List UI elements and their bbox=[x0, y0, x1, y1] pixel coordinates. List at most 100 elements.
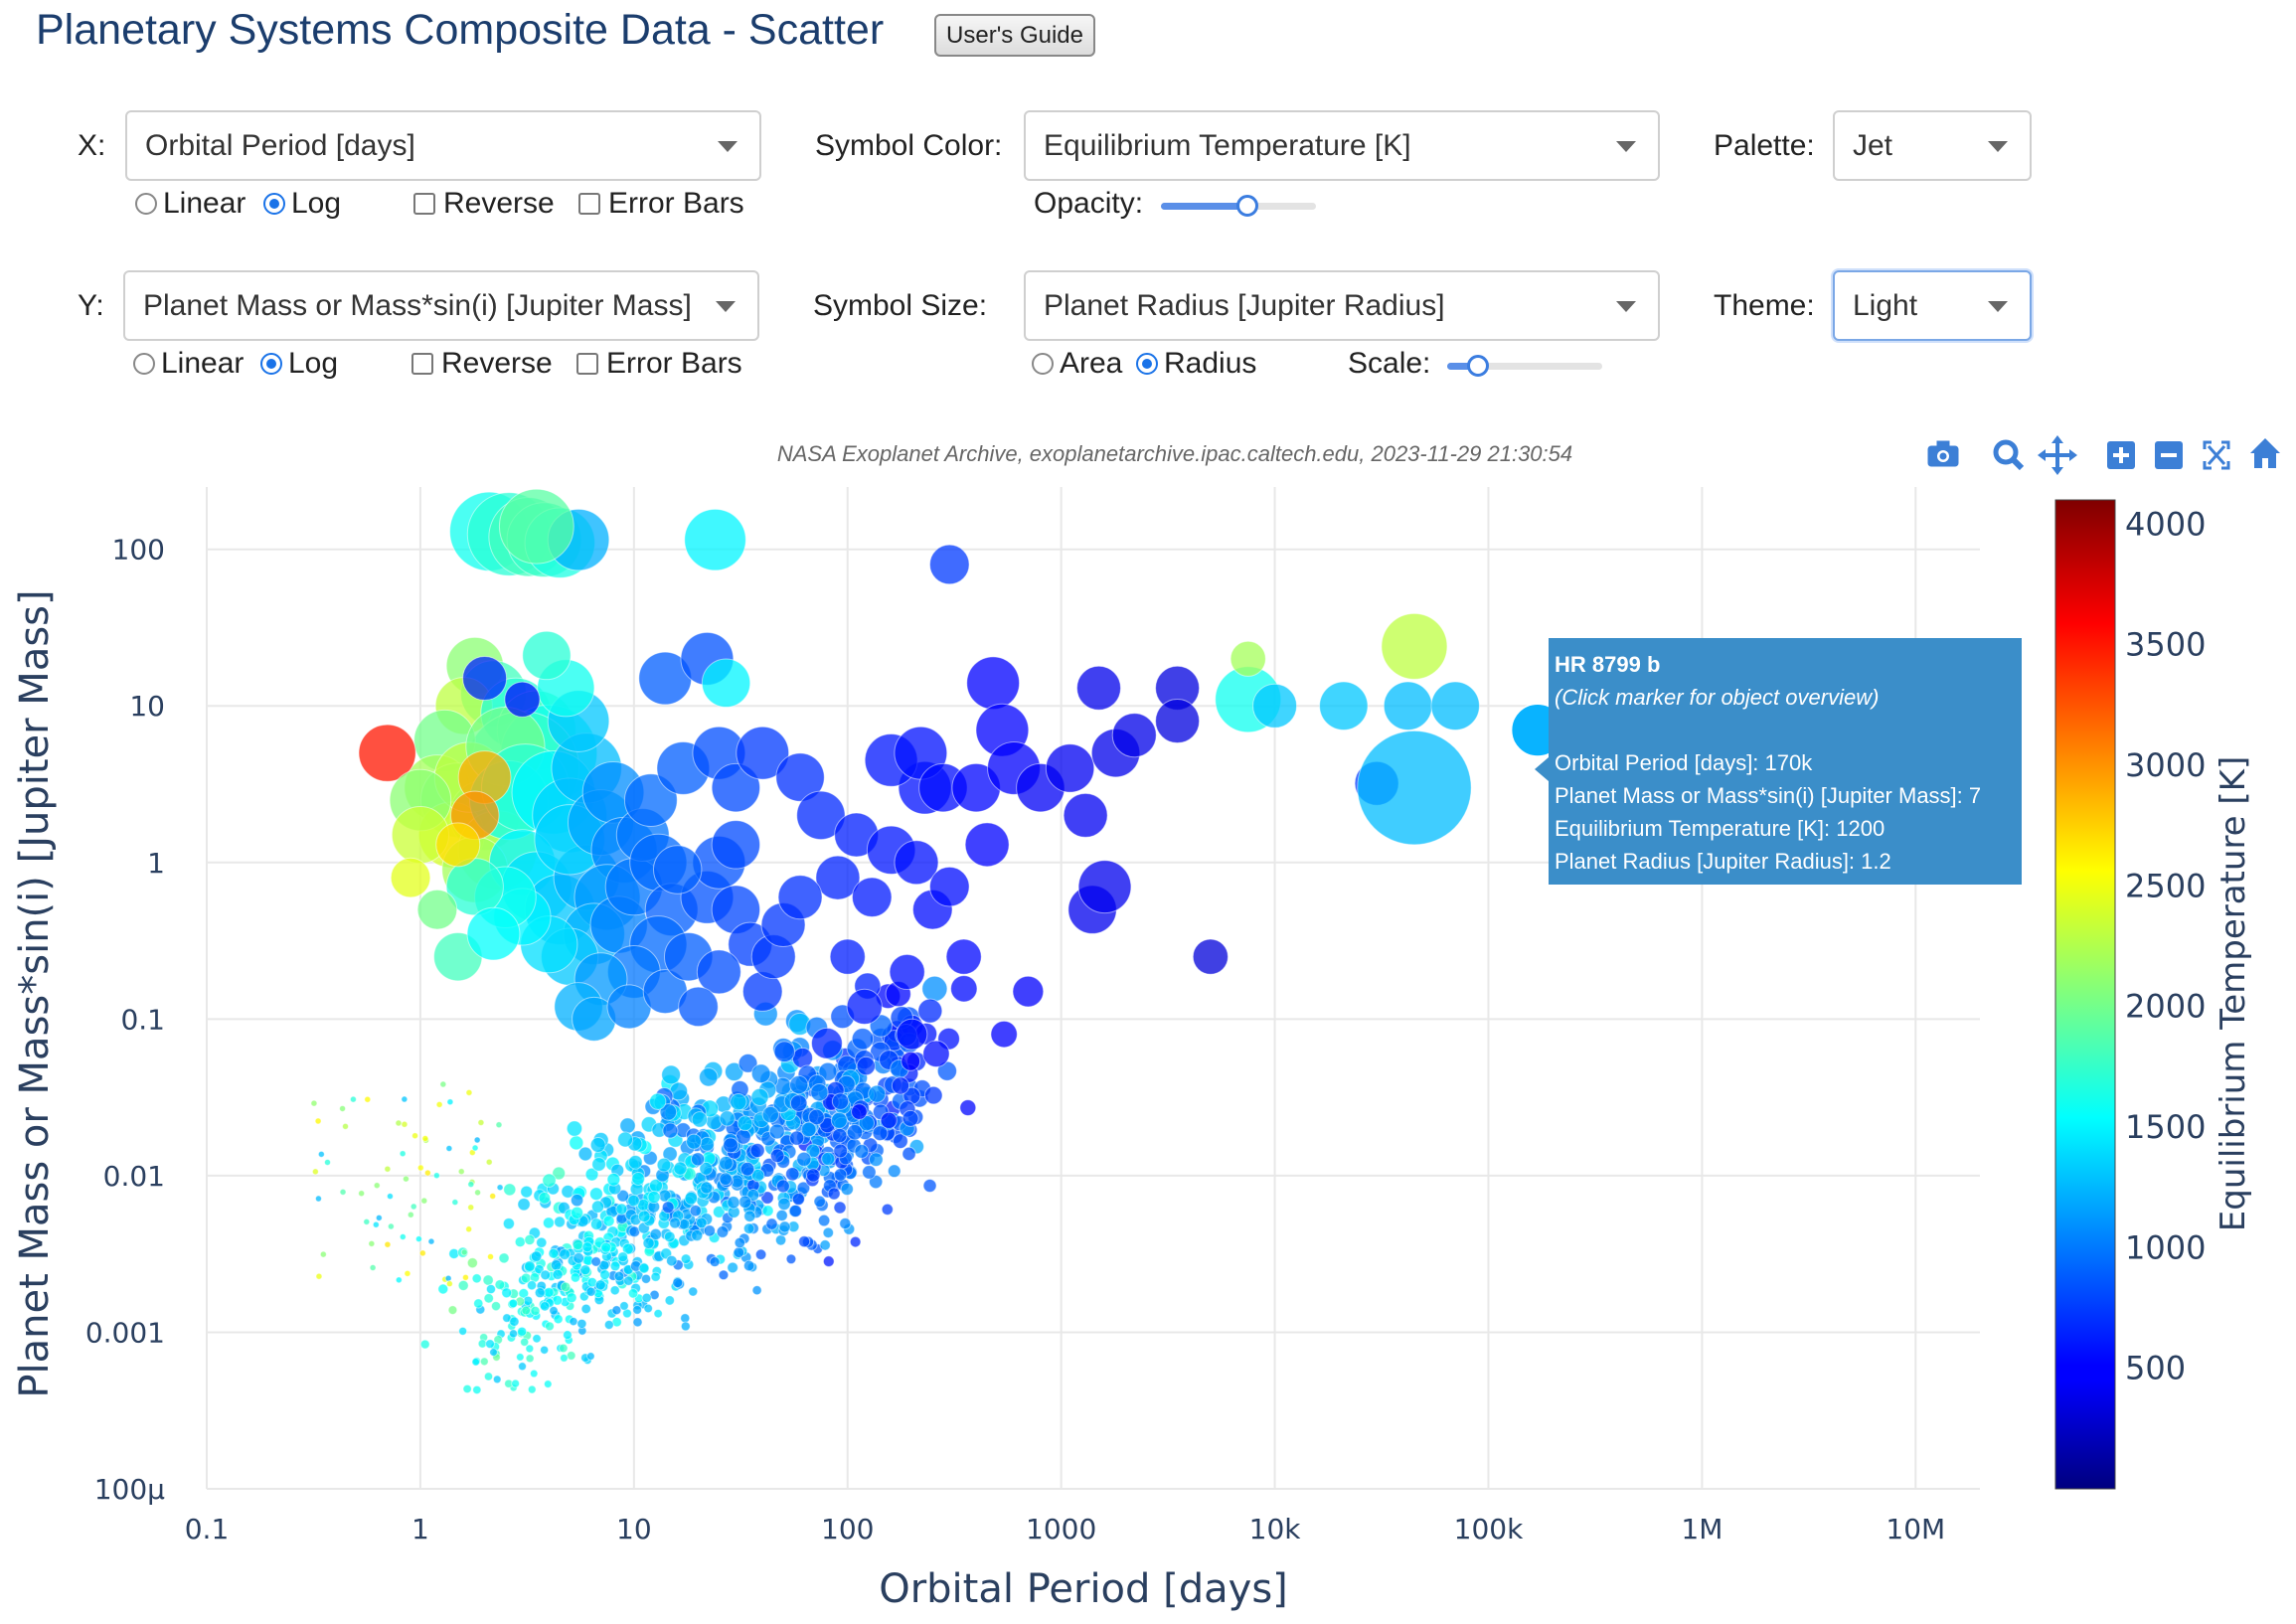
data-point[interactable] bbox=[656, 1157, 672, 1173]
data-point[interactable] bbox=[833, 1168, 848, 1182]
data-point[interactable] bbox=[789, 1094, 808, 1112]
data-point[interactable] bbox=[613, 1270, 625, 1282]
data-point[interactable] bbox=[539, 1301, 551, 1312]
data-point[interactable] bbox=[765, 1218, 778, 1230]
data-point[interactable] bbox=[339, 1188, 347, 1196]
data-point[interactable] bbox=[489, 1193, 497, 1201]
data-point[interactable] bbox=[808, 1108, 825, 1126]
data-point[interactable] bbox=[950, 975, 978, 1003]
data-point[interactable] bbox=[738, 1054, 758, 1073]
opacity-slider[interactable] bbox=[1161, 195, 1316, 217]
data-point[interactable] bbox=[603, 1319, 614, 1330]
data-point[interactable] bbox=[423, 1169, 431, 1177]
data-point[interactable] bbox=[474, 1189, 482, 1197]
data-point[interactable] bbox=[669, 1217, 682, 1229]
reset-home-icon[interactable] bbox=[2250, 438, 2280, 468]
data-point[interactable] bbox=[664, 1295, 675, 1306]
data-point[interactable] bbox=[891, 1076, 910, 1095]
data-point[interactable] bbox=[543, 1286, 555, 1298]
data-point[interactable] bbox=[833, 1201, 847, 1215]
data-point[interactable] bbox=[750, 1168, 765, 1183]
data-point[interactable] bbox=[530, 1250, 543, 1262]
data-point[interactable] bbox=[846, 1124, 864, 1141]
data-point[interactable] bbox=[846, 988, 883, 1025]
data-point[interactable] bbox=[959, 1099, 977, 1116]
data-point[interactable] bbox=[517, 1198, 531, 1212]
y-linear-option[interactable]: Linear bbox=[133, 347, 244, 381]
data-point[interactable] bbox=[609, 1285, 620, 1296]
data-point[interactable] bbox=[368, 1239, 376, 1247]
data-point[interactable] bbox=[785, 1253, 797, 1265]
data-point[interactable] bbox=[922, 1179, 937, 1194]
data-point[interactable] bbox=[627, 1288, 639, 1299]
data-point[interactable] bbox=[673, 1161, 688, 1176]
data-point[interactable] bbox=[623, 1275, 634, 1286]
data-point[interactable] bbox=[589, 1137, 606, 1153]
data-point[interactable] bbox=[719, 1172, 733, 1186]
data-point[interactable] bbox=[832, 1127, 848, 1144]
data-point[interactable] bbox=[432, 1172, 440, 1180]
data-point[interactable] bbox=[563, 1330, 573, 1341]
data-point[interactable] bbox=[796, 1151, 812, 1167]
data-point[interactable] bbox=[411, 1132, 419, 1140]
data-point[interactable] bbox=[461, 1273, 469, 1281]
data-point[interactable] bbox=[773, 1041, 796, 1063]
data-point[interactable] bbox=[619, 1117, 636, 1134]
data-point[interactable] bbox=[606, 1172, 621, 1187]
data-point[interactable] bbox=[749, 1142, 765, 1159]
size-radius-option[interactable]: Radius bbox=[1136, 347, 1256, 381]
data-point[interactable] bbox=[737, 1115, 753, 1132]
data-point[interactable] bbox=[621, 1242, 634, 1255]
data-point[interactable] bbox=[543, 1380, 553, 1388]
data-point[interactable] bbox=[810, 1082, 829, 1102]
data-point[interactable] bbox=[659, 1103, 678, 1121]
zoom-out-icon[interactable] bbox=[2155, 441, 2183, 469]
data-point[interactable] bbox=[419, 1339, 430, 1350]
data-point[interactable] bbox=[573, 1252, 584, 1264]
data-point[interactable] bbox=[518, 1362, 527, 1372]
data-point[interactable] bbox=[514, 1236, 526, 1248]
data-point[interactable] bbox=[617, 1131, 634, 1148]
data-point[interactable] bbox=[709, 1256, 721, 1268]
data-point[interactable] bbox=[511, 1379, 521, 1388]
data-point[interactable] bbox=[750, 1063, 771, 1084]
data-point[interactable] bbox=[364, 1095, 372, 1103]
data-point[interactable] bbox=[881, 1203, 894, 1216]
data-point[interactable] bbox=[896, 1018, 928, 1051]
data-point[interactable] bbox=[473, 1298, 484, 1309]
x-log-option[interactable]: Log bbox=[263, 187, 341, 221]
data-point[interactable] bbox=[638, 1262, 650, 1274]
data-point[interactable] bbox=[696, 949, 741, 995]
data-point[interactable] bbox=[580, 1303, 591, 1315]
data-point[interactable] bbox=[435, 822, 481, 868]
data-point[interactable] bbox=[789, 1074, 809, 1095]
data-point[interactable] bbox=[742, 1222, 755, 1234]
zoom-icon[interactable] bbox=[1993, 439, 2025, 471]
data-point[interactable] bbox=[524, 1260, 536, 1272]
data-point[interactable] bbox=[599, 1269, 610, 1280]
data-point[interactable] bbox=[684, 508, 746, 571]
data-point[interactable] bbox=[483, 1293, 494, 1304]
data-point[interactable] bbox=[485, 1284, 497, 1295]
data-point[interactable] bbox=[589, 1218, 603, 1230]
data-point[interactable] bbox=[727, 1196, 740, 1210]
data-point[interactable] bbox=[650, 1271, 661, 1282]
data-point[interactable] bbox=[1383, 681, 1433, 731]
data-point[interactable] bbox=[928, 544, 970, 585]
data-point[interactable] bbox=[534, 1287, 546, 1299]
data-point[interactable] bbox=[727, 1261, 738, 1274]
x-error-bars-option[interactable]: Error Bars bbox=[578, 187, 744, 221]
y-reverse-option[interactable]: Reverse bbox=[411, 347, 553, 381]
data-point[interactable] bbox=[699, 1067, 719, 1087]
data-point[interactable] bbox=[1381, 612, 1448, 680]
data-point[interactable] bbox=[483, 1372, 494, 1381]
data-point[interactable] bbox=[691, 1111, 709, 1128]
data-point[interactable] bbox=[358, 724, 416, 782]
data-point[interactable] bbox=[402, 1175, 410, 1183]
y-axis-select[interactable]: Planet Mass or Mass*sin(i) [Jupiter Mass… bbox=[123, 270, 759, 341]
data-point[interactable] bbox=[479, 1357, 489, 1367]
data-point[interactable] bbox=[817, 1214, 831, 1227]
data-point[interactable] bbox=[435, 1100, 443, 1108]
data-point[interactable] bbox=[840, 1182, 854, 1197]
data-point[interactable] bbox=[495, 1121, 503, 1129]
